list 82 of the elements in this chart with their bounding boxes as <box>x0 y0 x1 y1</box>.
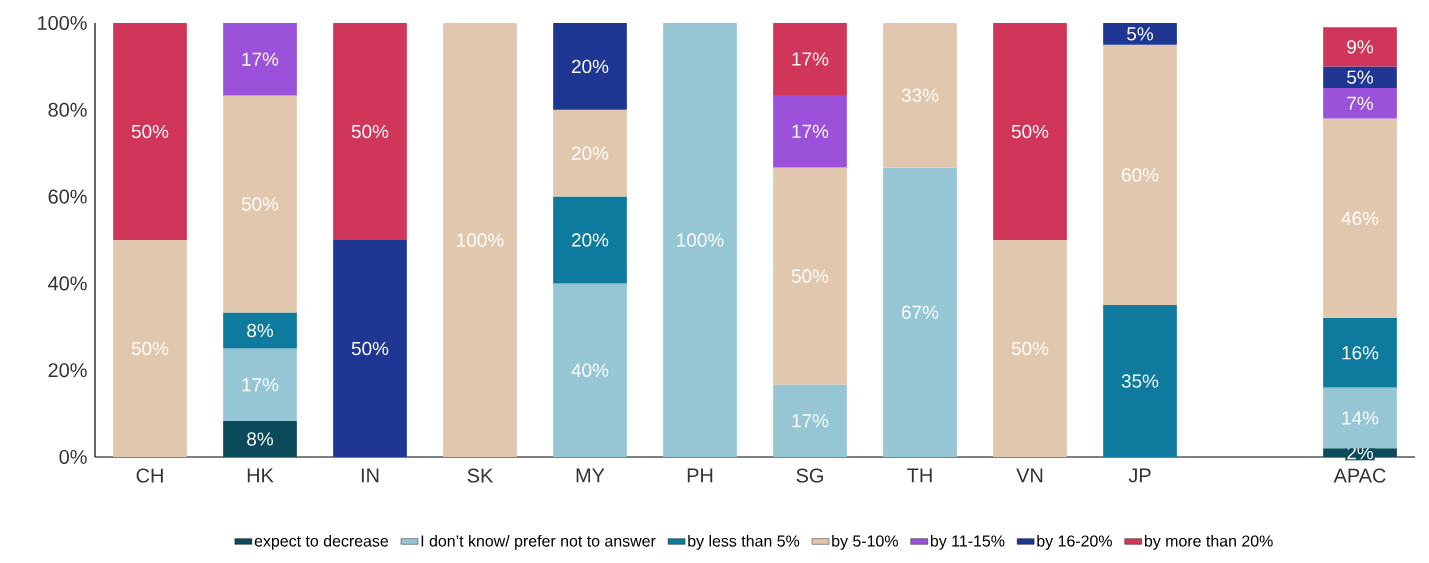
legend-label: by 11-15% <box>930 534 1005 550</box>
data-label: 17% <box>242 378 279 392</box>
bar <box>113 240 187 457</box>
data-label: 8% <box>247 432 273 446</box>
data-label: 100% <box>457 233 504 247</box>
bar <box>1103 44 1177 306</box>
bar <box>773 167 847 385</box>
x-tick-label: CH <box>136 468 163 483</box>
data-label: 100% <box>677 233 724 247</box>
bar <box>223 23 297 96</box>
data-label: 20% <box>572 146 609 160</box>
x-tick-label: MY <box>576 468 605 483</box>
data-label: 9% <box>1347 40 1373 54</box>
legend-label: by 5-10% <box>832 534 898 550</box>
data-label: 50% <box>1011 341 1049 356</box>
x-tick-label: TH <box>907 468 932 483</box>
bar <box>883 167 957 457</box>
data-label: 20% <box>572 233 609 247</box>
bar <box>113 23 187 240</box>
bar <box>1103 305 1177 457</box>
bar <box>1323 318 1397 388</box>
bar <box>993 240 1067 457</box>
bar <box>223 312 297 349</box>
data-label: 60% <box>1122 168 1159 182</box>
data-label: 50% <box>351 124 389 139</box>
y-tick-label: 80% <box>48 102 87 117</box>
bar <box>773 384 847 457</box>
data-label: 50% <box>1011 124 1049 139</box>
bar <box>553 283 627 457</box>
legend-label: by 16-20% <box>1037 534 1112 550</box>
data-label: 50% <box>131 341 169 356</box>
data-label: 8% <box>247 323 273 338</box>
legend-label: I don’t know/ prefer not to answer <box>421 534 656 550</box>
y-tick-label: 20% <box>48 363 87 378</box>
data-label: 17% <box>242 52 279 66</box>
bar <box>663 23 737 457</box>
legend-label: by more than 20% <box>1144 534 1273 550</box>
bar <box>333 240 407 457</box>
bar <box>443 23 517 457</box>
bar <box>1323 118 1397 319</box>
data-label: 33% <box>901 88 939 102</box>
y-tick-label: 60% <box>48 189 87 204</box>
data-label: 50% <box>131 124 169 139</box>
data-label: 7% <box>1347 96 1373 110</box>
x-tick-label: HK <box>247 468 274 483</box>
x-tick-label: APAC <box>1333 468 1386 483</box>
data-label: 50% <box>351 341 389 356</box>
x-tick-label: IN <box>361 468 379 483</box>
data-label: 5% <box>1347 70 1373 84</box>
y-tick-label: 40% <box>48 276 87 291</box>
x-tick-label: JP <box>1128 468 1151 483</box>
bar <box>773 95 847 168</box>
data-label: 14% <box>1342 411 1379 425</box>
bar <box>883 23 957 168</box>
bar <box>773 23 847 96</box>
legend-label: by less than 5% <box>688 534 800 550</box>
data-label: 16% <box>1342 346 1379 360</box>
x-tick-label: PH <box>687 468 713 483</box>
bar <box>553 23 627 110</box>
data-label: 17% <box>792 52 829 66</box>
bar <box>553 109 627 197</box>
data-label: 17% <box>792 414 829 428</box>
data-label: 5% <box>1127 27 1153 41</box>
data-label: 67% <box>902 305 939 319</box>
legend-label: expect to decrease <box>254 534 389 550</box>
data-label: 50% <box>791 269 829 283</box>
bar <box>993 23 1067 240</box>
bar <box>333 23 407 240</box>
data-label: 50% <box>241 197 279 211</box>
data-label: 35% <box>1121 374 1159 388</box>
x-tick-label: VN <box>1016 468 1043 483</box>
bar <box>223 95 297 313</box>
data-label: 17% <box>792 124 829 138</box>
y-tick-label: 0% <box>59 449 87 465</box>
x-tick-label: SK <box>467 468 494 483</box>
y-tick-label: 100% <box>38 15 87 31</box>
bar <box>553 196 627 284</box>
data-label: 40% <box>571 363 609 377</box>
data-label: 20% <box>572 59 609 74</box>
bar <box>223 348 297 421</box>
data-label: 46% <box>1341 211 1379 225</box>
x-tick-label: SG <box>796 468 823 483</box>
